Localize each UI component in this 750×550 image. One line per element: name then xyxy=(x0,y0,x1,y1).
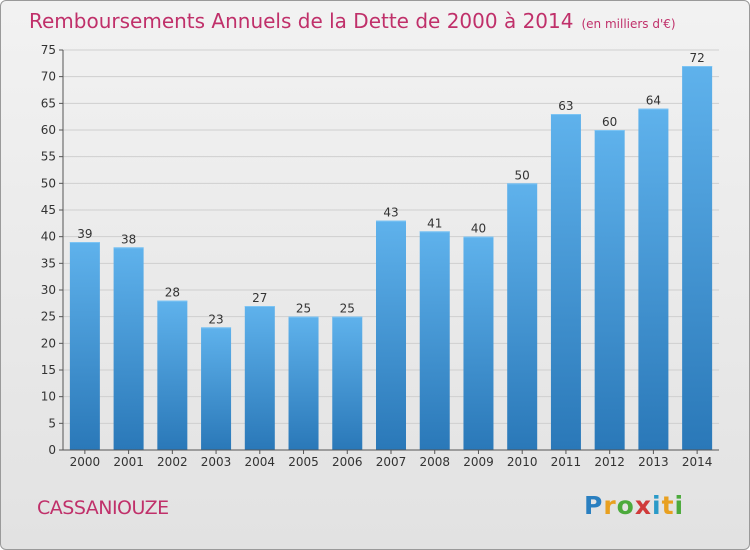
y-tick-label-70: 70 xyxy=(41,70,56,84)
value-label-2007: 43 xyxy=(383,206,398,220)
bar-2003 xyxy=(201,327,232,450)
bar-2002 xyxy=(157,300,188,450)
x-tick-label-2006: 2006 xyxy=(332,455,363,469)
value-label-2005: 25 xyxy=(296,302,311,316)
chart-units: (en milliers d'€) xyxy=(581,17,676,31)
proxiti-logo[interactable]: Proxiti xyxy=(584,491,684,520)
y-tick-label-15: 15 xyxy=(41,363,56,377)
logo-letter: i xyxy=(652,491,662,520)
y-tick-label-55: 55 xyxy=(41,150,56,164)
x-tick-label-2003: 2003 xyxy=(201,455,232,469)
bar-2011 xyxy=(550,114,581,450)
chart-title: Remboursements Annuels de la Dette de 20… xyxy=(29,9,574,33)
y-tick-label-30: 30 xyxy=(41,283,56,297)
x-tick-label-2010: 2010 xyxy=(507,455,538,469)
bar-2000 xyxy=(69,242,100,450)
x-tick-label-2012: 2012 xyxy=(594,455,625,469)
x-tick-label-2013: 2013 xyxy=(638,455,669,469)
x-tick-label-2014: 2014 xyxy=(682,455,713,469)
bar-2004 xyxy=(244,306,275,450)
x-tick-label-2008: 2008 xyxy=(419,455,450,469)
logo-letter: t xyxy=(661,491,675,520)
bar-2013 xyxy=(638,108,669,451)
logo-letter: o xyxy=(616,491,635,520)
x-tick-label-2002: 2002 xyxy=(157,455,188,469)
y-tick-label-20: 20 xyxy=(41,336,56,350)
value-label-2000: 39 xyxy=(77,227,92,241)
value-label-2001: 38 xyxy=(121,232,136,246)
bars xyxy=(69,66,713,451)
x-tick-label-2001: 2001 xyxy=(113,455,144,469)
bar-2012 xyxy=(594,130,625,450)
x-tick-label-2000: 2000 xyxy=(70,455,101,469)
commune-name: CASSANIOUZE xyxy=(37,497,169,519)
y-tick-label-50: 50 xyxy=(41,176,56,190)
y-tick-label-60: 60 xyxy=(41,123,56,137)
chart-title-block: Remboursements Annuels de la Dette de 20… xyxy=(29,9,676,33)
value-label-2014: 72 xyxy=(689,51,704,65)
value-label-2012: 60 xyxy=(602,115,617,129)
value-label-2006: 25 xyxy=(340,302,355,316)
labels: 39 2000 38 2001 28 2002 23 2003 27 2004 25 2005 25 20… xyxy=(70,51,713,469)
value-label-2004: 27 xyxy=(252,291,267,305)
y-tick-label-45: 45 xyxy=(41,203,56,217)
value-label-2002: 28 xyxy=(165,286,180,300)
x-tick-label-2005: 2005 xyxy=(288,455,319,469)
bar-2001 xyxy=(113,247,144,450)
y-tick-label-65: 65 xyxy=(41,96,56,110)
value-label-2011: 63 xyxy=(558,99,573,113)
value-label-2013: 64 xyxy=(646,94,661,108)
x-tick-label-2011: 2011 xyxy=(551,455,582,469)
logo-letter: i xyxy=(674,491,685,520)
value-label-2008: 41 xyxy=(427,216,442,230)
value-label-2003: 23 xyxy=(208,312,223,326)
y-tick-label-35: 35 xyxy=(41,256,56,270)
bar-2005 xyxy=(288,316,319,450)
bar-2009 xyxy=(463,236,494,450)
y-tick-label-10: 10 xyxy=(41,390,56,404)
bar-2008 xyxy=(419,231,450,450)
logo-letter: P xyxy=(584,491,604,520)
x-tick-label-2004: 2004 xyxy=(245,455,276,469)
y-tick-label-40: 40 xyxy=(41,230,56,244)
y-tick-label-75: 75 xyxy=(41,43,56,57)
logo-letter: r xyxy=(603,491,617,520)
y-tick-label-0: 0 xyxy=(48,443,56,457)
x-tick-label-2009: 2009 xyxy=(463,455,494,469)
axes: 0 5 10 15 20 25 30 35 40 45 50 55 60 65 70 75 xyxy=(41,43,719,457)
logo-letter: x xyxy=(634,491,652,520)
bar-2006 xyxy=(332,316,363,450)
value-label-2009: 40 xyxy=(471,222,486,236)
x-tick-label-2007: 2007 xyxy=(376,455,407,469)
bar-2010 xyxy=(507,183,538,451)
bar-2007 xyxy=(376,220,406,450)
y-tick-label-5: 5 xyxy=(48,416,56,430)
y-tick-label-25: 25 xyxy=(41,310,56,324)
bar-2014 xyxy=(682,66,713,450)
value-label-2010: 50 xyxy=(515,168,530,182)
